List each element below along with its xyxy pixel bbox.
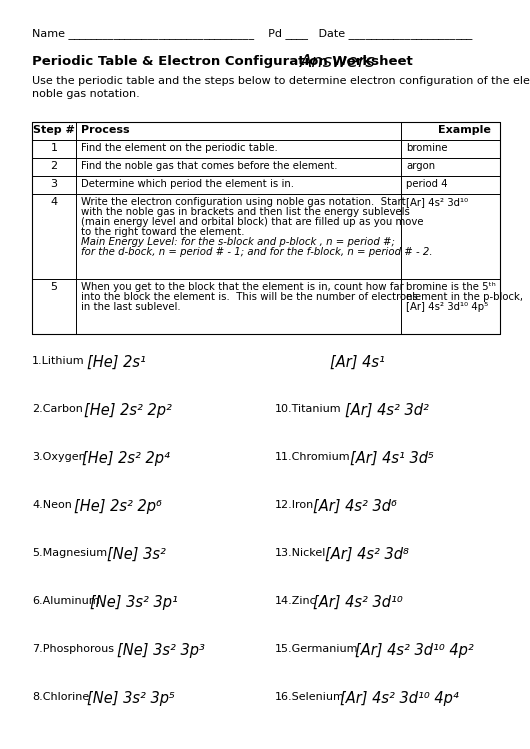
Text: argon: argon — [406, 161, 435, 171]
Text: Step #: Step # — [33, 125, 75, 135]
Text: period 4: period 4 — [406, 179, 448, 189]
Text: 5: 5 — [50, 282, 57, 292]
Text: 11.Chromium: 11.Chromium — [275, 452, 351, 462]
Text: Answers: Answers — [300, 53, 376, 71]
Text: Use the periodic table and the steps below to determine electron configuration o: Use the periodic table and the steps bel… — [32, 76, 530, 86]
Text: 6.Aluminum: 6.Aluminum — [32, 596, 100, 606]
Text: [He] 2s² 2p⁴: [He] 2s² 2p⁴ — [82, 451, 170, 466]
Text: 4: 4 — [50, 197, 58, 207]
Text: noble gas notation.: noble gas notation. — [32, 89, 140, 99]
Text: to the right toward the element.: to the right toward the element. — [81, 227, 244, 237]
Text: 7.Phosphorous: 7.Phosphorous — [32, 644, 114, 654]
Text: in the last sublevel.: in the last sublevel. — [81, 302, 181, 312]
Text: [Ar] 4s² 3d¹⁰ 4p⁵: [Ar] 4s² 3d¹⁰ 4p⁵ — [406, 302, 488, 312]
Text: Periodic Table & Electron Configuration Worksheet: Periodic Table & Electron Configuration … — [32, 55, 418, 68]
Text: 16.Selenium: 16.Selenium — [275, 692, 345, 702]
Text: 10.Titanium: 10.Titanium — [275, 404, 342, 414]
Text: with the noble gas in brackets and then list the energy sublevels: with the noble gas in brackets and then … — [81, 207, 410, 217]
Text: for the d-bock, n = period # - 1; and for the f-block, n = period # - 2.: for the d-bock, n = period # - 1; and fo… — [81, 247, 432, 257]
Text: [Ne] 3s² 3p¹: [Ne] 3s² 3p¹ — [90, 595, 178, 610]
Text: [Ar] 4s² 3d⁶: [Ar] 4s² 3d⁶ — [313, 499, 397, 514]
Text: When you get to the block that the element is in, count how far: When you get to the block that the eleme… — [81, 282, 404, 292]
Text: [Ne] 3s²: [Ne] 3s² — [107, 547, 166, 562]
Text: 15.Germanium: 15.Germanium — [275, 644, 358, 654]
Text: Example: Example — [438, 125, 491, 135]
Text: Write the electron configuration using noble gas notation.  Start: Write the electron configuration using n… — [81, 197, 406, 207]
Text: into the block the element is.  This will be the number of electrons: into the block the element is. This will… — [81, 292, 418, 302]
Text: 4.Neon: 4.Neon — [32, 500, 72, 510]
Text: (main energy level and orbital block) that are filled up as you move: (main energy level and orbital block) th… — [81, 217, 423, 227]
Text: 12.Iron: 12.Iron — [275, 500, 314, 510]
Text: 3.Oxygen: 3.Oxygen — [32, 452, 86, 462]
Text: [Ar] 4s² 3d¹⁰: [Ar] 4s² 3d¹⁰ — [406, 197, 468, 207]
Text: [Ar] 4s¹: [Ar] 4s¹ — [330, 355, 385, 370]
Text: [He] 2s¹: [He] 2s¹ — [87, 355, 146, 370]
Text: 13.Nickel: 13.Nickel — [275, 548, 326, 558]
Text: [Ar] 4s² 3d⁸: [Ar] 4s² 3d⁸ — [325, 547, 409, 562]
Bar — [32, 122, 500, 334]
Text: 1.Lithium: 1.Lithium — [32, 356, 85, 366]
Text: Name _________________________________    Pd ____   Date ______________________: Name _________________________________ P… — [32, 28, 472, 39]
Text: [Ar] 4s² 3d²: [Ar] 4s² 3d² — [345, 403, 429, 418]
Text: 1: 1 — [50, 143, 57, 153]
Text: 8.Chlorine: 8.Chlorine — [32, 692, 89, 702]
Text: [Ar] 4s² 3d¹⁰: [Ar] 4s² 3d¹⁰ — [313, 595, 403, 610]
Text: [Ar] 4s² 3d¹⁰ 4p⁴: [Ar] 4s² 3d¹⁰ 4p⁴ — [340, 691, 459, 706]
Text: 14.Zinc: 14.Zinc — [275, 596, 317, 606]
Text: 3: 3 — [50, 179, 57, 189]
Text: Process: Process — [81, 125, 130, 135]
Text: [He] 2s² 2p⁶: [He] 2s² 2p⁶ — [74, 499, 162, 514]
Text: [He] 2s² 2p²: [He] 2s² 2p² — [84, 403, 172, 418]
Text: 5.Magnesium: 5.Magnesium — [32, 548, 107, 558]
Text: Determine which period the element is in.: Determine which period the element is in… — [81, 179, 294, 189]
Text: bromine: bromine — [406, 143, 447, 153]
Text: element in the p-block,: element in the p-block, — [406, 292, 523, 302]
Text: [Ne] 3s² 3p⁵: [Ne] 3s² 3p⁵ — [87, 691, 175, 706]
Text: [Ne] 3s² 3p³: [Ne] 3s² 3p³ — [117, 643, 205, 658]
Text: 2: 2 — [50, 161, 58, 171]
Text: [Ar] 4s² 3d¹⁰ 4p²: [Ar] 4s² 3d¹⁰ 4p² — [355, 643, 474, 658]
Text: Find the element on the periodic table.: Find the element on the periodic table. — [81, 143, 278, 153]
Text: bromine is the 5ᵗʰ: bromine is the 5ᵗʰ — [406, 282, 496, 292]
Text: 2.Carbon: 2.Carbon — [32, 404, 83, 414]
Text: [Ar] 4s¹ 3d⁵: [Ar] 4s¹ 3d⁵ — [350, 451, 434, 466]
Text: Main Energy Level: for the s-block and p-block , n = period #;: Main Energy Level: for the s-block and p… — [81, 237, 395, 247]
Text: Find the noble gas that comes before the element.: Find the noble gas that comes before the… — [81, 161, 338, 171]
